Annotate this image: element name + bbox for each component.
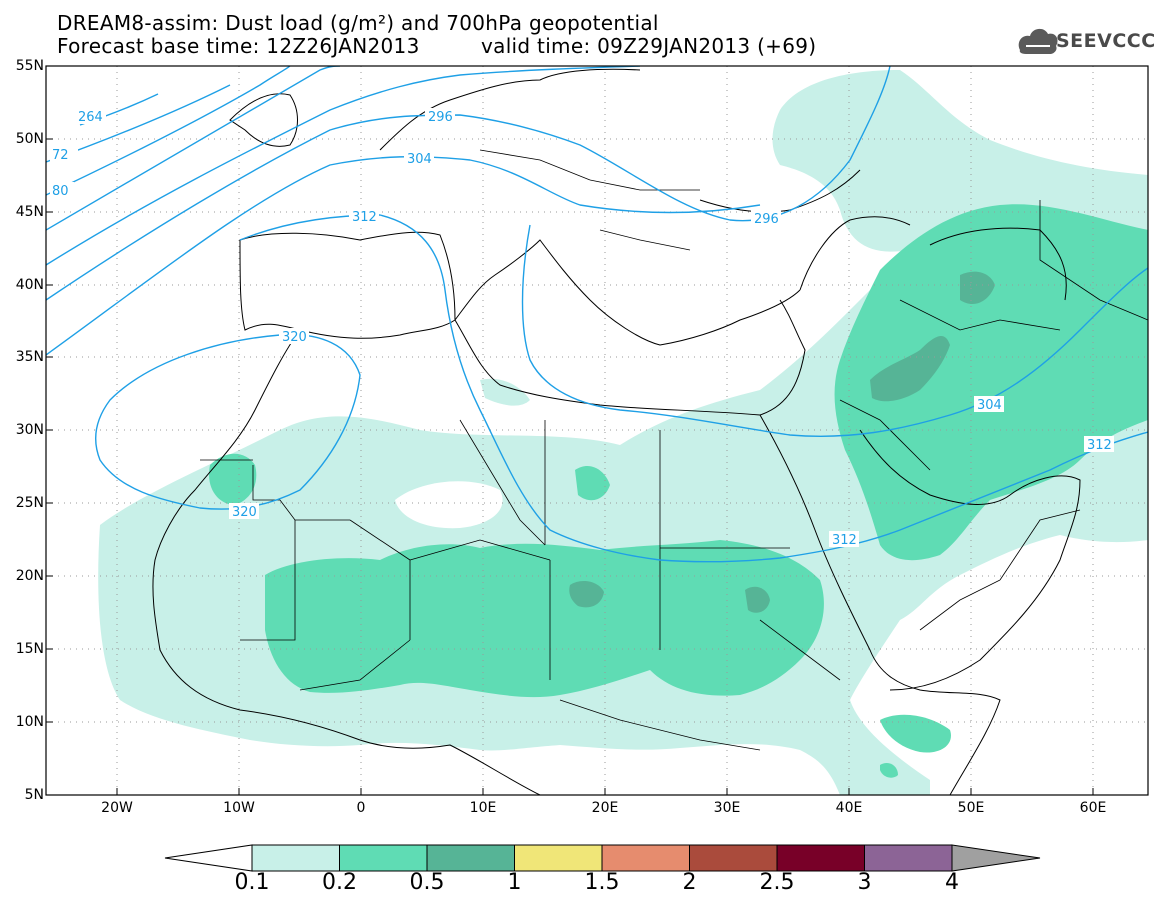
colorbar-label: 1 <box>507 870 522 895</box>
colorbar-segment <box>864 844 953 872</box>
dust-layer-medium <box>209 204 1148 778</box>
lon-label: 50E <box>957 800 985 816</box>
lon-label: 20W <box>101 800 133 816</box>
colorbar-segment <box>601 844 690 872</box>
colorbar-label: 3 <box>857 870 872 895</box>
colorbar-label: 0.1 <box>234 870 270 895</box>
contour-label: 304 <box>977 398 1002 413</box>
base-time-label: Forecast base time: 12Z26JAN2013 <box>57 34 420 58</box>
colorbar-segment <box>776 844 865 872</box>
lat-label: 25N <box>15 495 44 511</box>
contour-labels: 264 72 80 296 304 312 320 296 304 312 32… <box>50 108 1114 548</box>
valid-time-label: valid time: 09Z29JAN2013 (+69) <box>481 34 817 58</box>
colorbar <box>164 844 1041 872</box>
colorbar-label: 0.5 <box>409 870 445 895</box>
contour-label: 80 <box>52 184 69 199</box>
contour-label: 264 <box>78 110 103 125</box>
contour-label: 72 <box>52 148 69 163</box>
colorbar-label: 2 <box>682 870 697 895</box>
coastlines <box>152 68 1081 795</box>
contour-label: 296 <box>754 212 779 227</box>
chart-title: DREAM8-assim: Dust load (g/m²) and 700hP… <box>57 11 659 35</box>
colorbar-low-arrow <box>164 844 253 872</box>
colorbar-segment <box>339 844 428 872</box>
contour-label: 312 <box>352 210 377 225</box>
cloud-icon <box>1018 28 1058 54</box>
geopotential-contours <box>46 66 1148 563</box>
contour-label: 312 <box>832 533 857 548</box>
colorbar-segment <box>426 844 515 872</box>
lat-label: 20N <box>15 568 44 584</box>
lat-label: 45N <box>15 204 44 220</box>
lon-label: 30E <box>713 800 741 816</box>
colorbar-label: 1.5 <box>584 870 620 895</box>
colorbar-label: 4 <box>945 870 959 895</box>
lon-label: 10E <box>469 800 497 816</box>
lat-label: 40N <box>15 277 44 293</box>
logo-text: SEEVCCC <box>1056 30 1156 52</box>
colorbar-segment <box>689 844 778 872</box>
contour-label: 304 <box>407 152 432 167</box>
lat-label: 35N <box>15 349 44 365</box>
lon-label: 10W <box>223 800 255 816</box>
colorbar-segment <box>514 844 603 872</box>
lon-label: 40E <box>835 800 863 816</box>
lon-label: 20E <box>591 800 619 816</box>
lat-label: 55N <box>15 58 44 74</box>
contour-label: 296 <box>428 110 453 125</box>
lat-label: 50N <box>15 131 44 147</box>
colorbar-label: 2.5 <box>759 870 795 895</box>
lat-label: 15N <box>15 641 44 657</box>
country-borders <box>200 149 1148 751</box>
contour-label: 320 <box>232 505 257 520</box>
lon-label: 60E <box>1079 800 1107 816</box>
colorbar-segment <box>251 844 340 872</box>
contour-label: 320 <box>282 330 307 345</box>
contour-label: 312 <box>1087 438 1112 453</box>
lon-label: 0 <box>356 800 366 816</box>
colorbar-label: 0.2 <box>322 870 357 895</box>
lat-label: 30N <box>15 422 44 438</box>
lat-label: 5N <box>24 787 44 803</box>
colorbar-high-arrow <box>951 844 1041 872</box>
lat-label: 10N <box>15 714 44 730</box>
dust-layer-dark <box>569 271 995 613</box>
axis-ticks <box>46 65 1094 796</box>
